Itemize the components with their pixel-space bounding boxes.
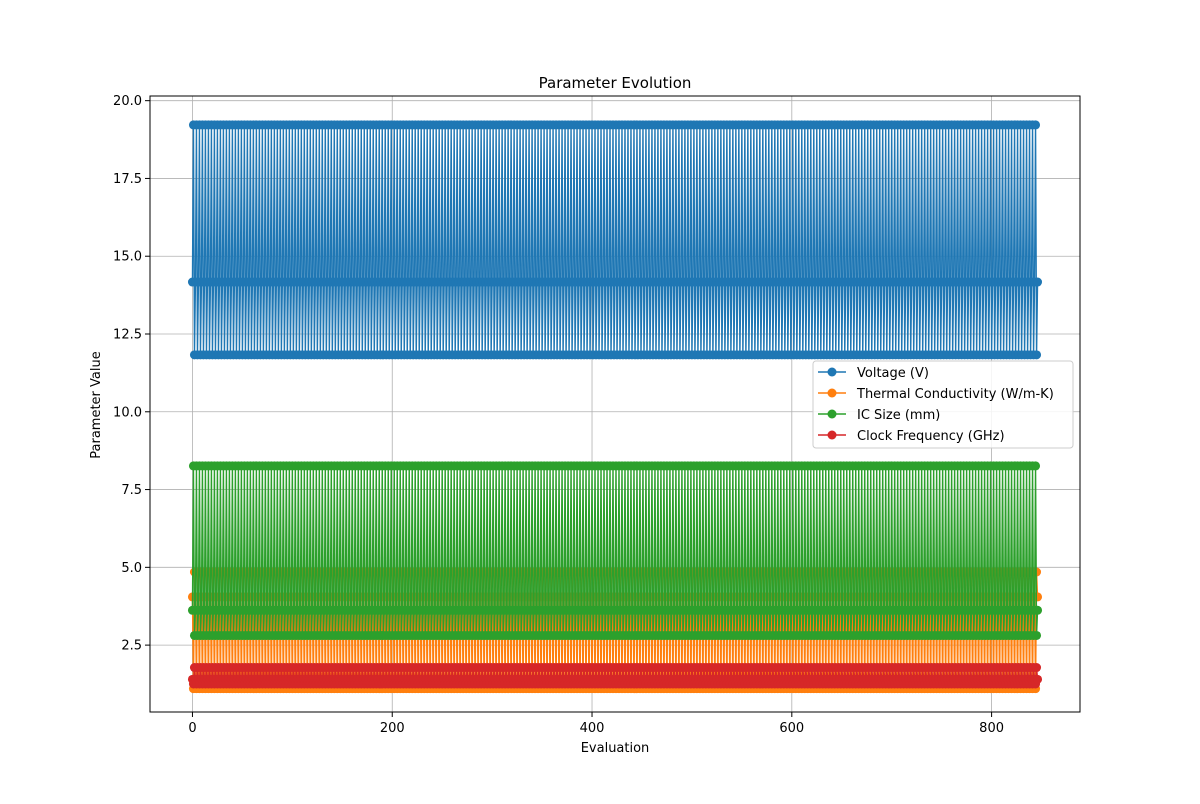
legend: Voltage (V) Thermal Conductivity (W/m-K)…: [812, 360, 1074, 449]
y-axis-ticks: 2.5 5.0 7.5 10.0 12.5 15.0 17.5 20.0: [113, 94, 150, 654]
data-point: [1033, 277, 1043, 287]
x-tick-label: 200: [380, 721, 405, 736]
y-tick-label: 12.5: [113, 328, 142, 343]
y-tick-label: 17.5: [113, 172, 142, 187]
x-tick-label: 400: [580, 721, 605, 736]
data-point: [1031, 120, 1041, 130]
legend-label: Clock Frequency (GHz): [857, 429, 1005, 444]
series-3: [187, 663, 1043, 689]
data-point: [1032, 630, 1042, 640]
legend-label: Voltage (V): [857, 366, 929, 381]
legend-marker: [827, 388, 837, 398]
y-tick-label: 20.0: [113, 94, 142, 109]
y-tick-label: 15.0: [113, 250, 142, 265]
data-point: [1031, 461, 1041, 471]
y-axis-label: Parameter Value: [89, 351, 104, 458]
data-point: [1033, 605, 1043, 615]
y-tick-label: 7.5: [121, 483, 142, 498]
legend-label: Thermal Conductivity (W/m-K): [856, 387, 1054, 402]
legend-marker: [827, 409, 837, 419]
series-0: [187, 120, 1043, 360]
legend-marker: [827, 367, 837, 377]
x-axis-ticks: 0 200 400 600 800: [188, 712, 1004, 736]
x-tick-label: 600: [779, 721, 804, 736]
legend-marker: [827, 430, 837, 440]
x-tick-label: 0: [188, 721, 196, 736]
x-tick-label: 800: [979, 721, 1004, 736]
y-tick-label: 10.0: [113, 405, 142, 420]
series-layer: [187, 120, 1043, 694]
data-point: [1033, 674, 1043, 684]
chart-title: Parameter Evolution: [539, 74, 692, 92]
data-point: [1032, 350, 1042, 360]
y-tick-label: 2.5: [121, 639, 142, 654]
legend-label: IC Size (mm): [857, 408, 940, 423]
y-tick-label: 5.0: [121, 561, 142, 576]
data-point: [1032, 663, 1042, 673]
x-axis-label: Evaluation: [581, 741, 650, 756]
